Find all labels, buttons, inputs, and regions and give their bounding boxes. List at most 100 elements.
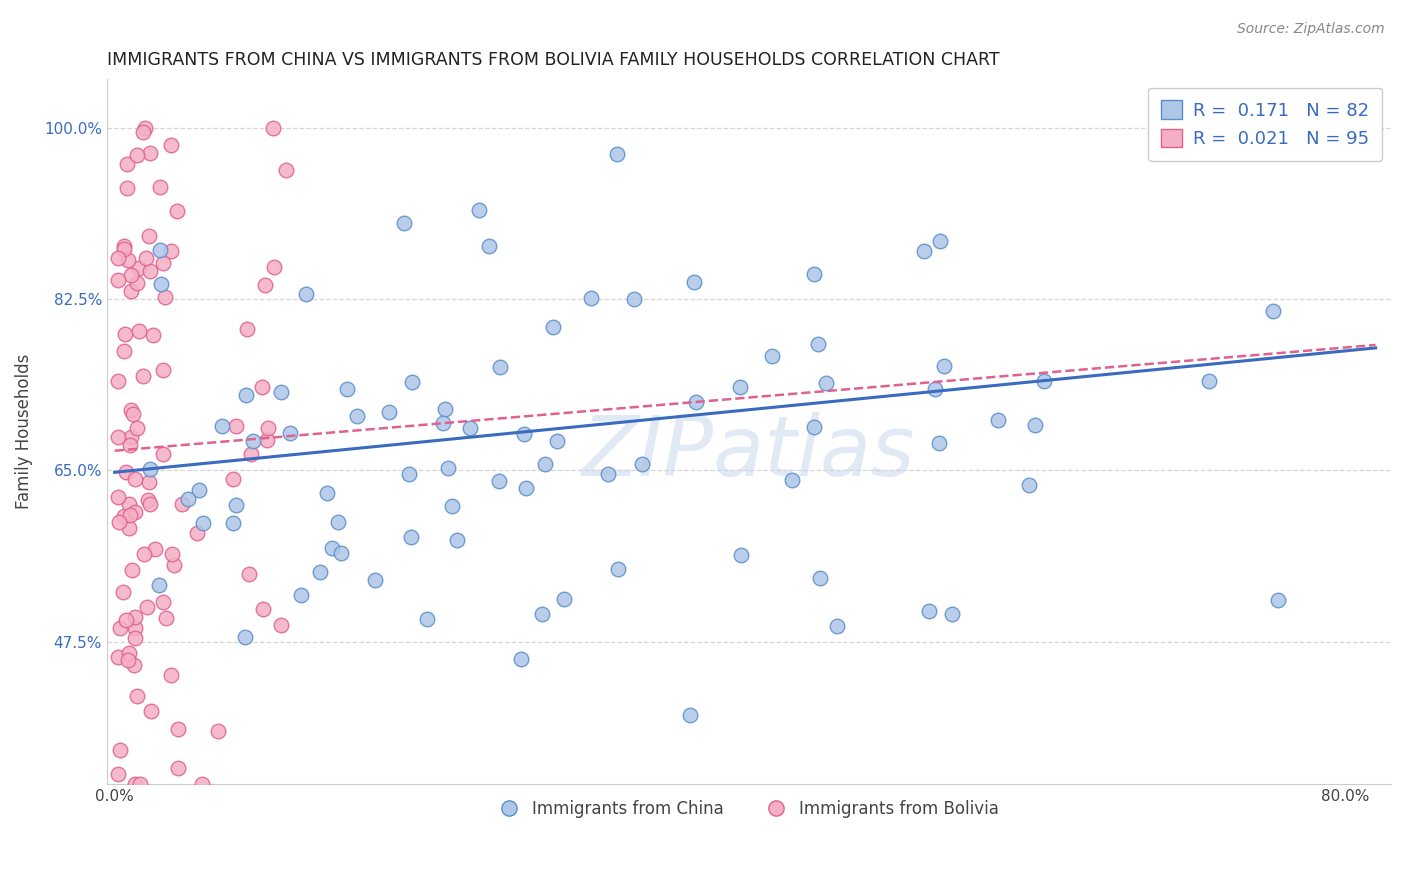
Point bbox=[233, 630, 256, 644]
Point bbox=[211, 418, 233, 433]
Point bbox=[928, 234, 950, 248]
Point bbox=[191, 516, 214, 531]
Point bbox=[117, 497, 139, 511]
Point bbox=[172, 497, 194, 511]
Point bbox=[112, 239, 135, 253]
Point bbox=[141, 327, 163, 342]
Text: ZIPatlas: ZIPatlas bbox=[582, 412, 915, 492]
Point bbox=[236, 322, 259, 336]
Point bbox=[1032, 374, 1054, 388]
Point bbox=[117, 157, 139, 171]
Point bbox=[256, 421, 278, 435]
Point bbox=[270, 618, 292, 632]
Point bbox=[440, 499, 463, 513]
Point bbox=[225, 498, 247, 512]
Point bbox=[148, 578, 170, 592]
Point bbox=[221, 472, 243, 486]
Point bbox=[134, 547, 156, 561]
Point bbox=[378, 405, 401, 419]
Point bbox=[807, 337, 830, 351]
Point bbox=[127, 420, 149, 434]
Point bbox=[162, 547, 184, 561]
Point bbox=[139, 704, 162, 718]
Point bbox=[437, 461, 460, 475]
Point bbox=[488, 359, 510, 374]
Point bbox=[121, 563, 143, 577]
Text: IMMIGRANTS FROM CHINA VS IMMIGRANTS FROM BOLIVIA FAMILY HOUSEHOLDS CORRELATION C: IMMIGRANTS FROM CHINA VS IMMIGRANTS FROM… bbox=[107, 51, 1000, 69]
Point bbox=[433, 402, 456, 417]
Point bbox=[120, 268, 142, 282]
Point bbox=[808, 571, 831, 585]
Point bbox=[683, 275, 706, 289]
Point bbox=[149, 244, 172, 258]
Point bbox=[124, 777, 146, 791]
Point bbox=[124, 472, 146, 486]
Point bbox=[432, 417, 454, 431]
Point bbox=[167, 761, 190, 775]
Point bbox=[623, 292, 645, 306]
Point bbox=[1018, 478, 1040, 492]
Point bbox=[912, 244, 935, 259]
Y-axis label: Family Households: Family Households bbox=[15, 353, 32, 508]
Point bbox=[136, 493, 159, 508]
Point bbox=[825, 618, 848, 632]
Point bbox=[108, 621, 131, 635]
Point bbox=[107, 767, 129, 781]
Point bbox=[534, 458, 557, 472]
Point bbox=[107, 251, 129, 265]
Point bbox=[326, 516, 349, 530]
Point bbox=[112, 509, 135, 524]
Point bbox=[124, 506, 146, 520]
Point bbox=[918, 604, 941, 618]
Point bbox=[679, 708, 702, 723]
Point bbox=[730, 548, 752, 562]
Point bbox=[553, 592, 575, 607]
Point bbox=[308, 565, 330, 579]
Point bbox=[477, 239, 499, 253]
Point bbox=[138, 228, 160, 243]
Point bbox=[242, 434, 264, 448]
Point bbox=[398, 467, 420, 481]
Point bbox=[110, 743, 132, 757]
Point bbox=[815, 376, 838, 390]
Point bbox=[685, 395, 707, 409]
Point bbox=[132, 368, 155, 383]
Point bbox=[488, 474, 510, 488]
Point bbox=[252, 602, 274, 616]
Point bbox=[118, 521, 141, 535]
Point bbox=[207, 723, 229, 738]
Point bbox=[124, 621, 146, 635]
Point bbox=[166, 203, 188, 218]
Point bbox=[416, 611, 439, 625]
Point bbox=[139, 145, 162, 160]
Point bbox=[121, 408, 143, 422]
Point bbox=[134, 120, 156, 135]
Point bbox=[630, 458, 652, 472]
Point bbox=[114, 327, 136, 342]
Point bbox=[149, 277, 172, 292]
Point bbox=[401, 375, 423, 389]
Point bbox=[107, 272, 129, 286]
Point bbox=[579, 291, 602, 305]
Point bbox=[107, 374, 129, 388]
Point bbox=[329, 545, 352, 559]
Point bbox=[186, 526, 208, 541]
Point bbox=[316, 486, 339, 500]
Point bbox=[780, 473, 803, 487]
Point bbox=[543, 319, 565, 334]
Point bbox=[250, 380, 273, 394]
Point bbox=[274, 163, 297, 178]
Point bbox=[295, 287, 318, 301]
Point bbox=[114, 613, 136, 627]
Point bbox=[117, 253, 139, 268]
Point bbox=[139, 461, 162, 475]
Point bbox=[111, 585, 134, 599]
Point bbox=[803, 267, 825, 281]
Point bbox=[153, 290, 176, 304]
Point bbox=[392, 216, 415, 230]
Point bbox=[127, 148, 149, 162]
Point bbox=[270, 384, 292, 399]
Point bbox=[152, 363, 174, 377]
Point bbox=[222, 516, 245, 530]
Point bbox=[1198, 374, 1220, 388]
